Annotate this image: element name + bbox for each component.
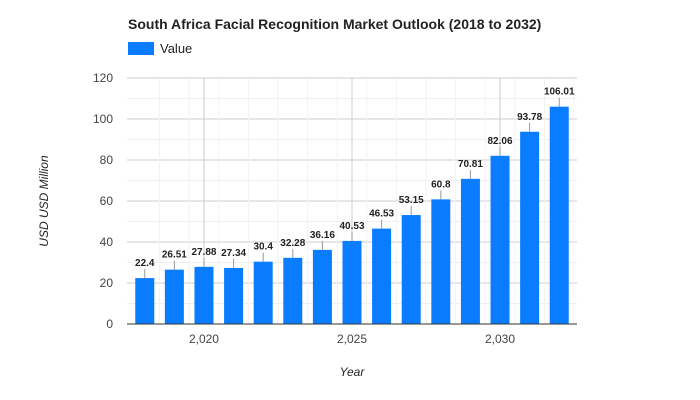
data-label: 106.01 [544, 87, 575, 98]
y-tick-label: 80 [100, 153, 114, 167]
bar [224, 267, 244, 324]
bar [253, 261, 273, 324]
data-label: 30.4 [253, 242, 273, 253]
data-label: 60.8 [431, 179, 451, 190]
bar [460, 178, 480, 324]
legend-label-value: Value [160, 41, 193, 56]
data-label: 32.28 [280, 238, 305, 249]
y-tick-label: 120 [93, 71, 113, 85]
y-tick-label: 60 [100, 194, 114, 208]
data-label: 93.78 [517, 112, 542, 123]
y-axis-title: USD USD Million [37, 155, 51, 247]
data-label: 53.15 [399, 195, 424, 206]
bar [431, 199, 451, 324]
bar [194, 266, 214, 324]
bar [283, 257, 303, 324]
bar [312, 249, 332, 324]
bar [135, 278, 155, 324]
x-tick-label: 2,020 [189, 332, 219, 346]
bar [401, 215, 421, 324]
data-label: 22.4 [135, 258, 155, 269]
chart-title: South Africa Facial Recognition Market O… [128, 16, 542, 32]
bar [164, 269, 184, 324]
data-label: 26.51 [162, 250, 187, 261]
y-tick-label: 20 [100, 276, 114, 290]
data-label: 36.16 [310, 230, 335, 241]
data-label: 27.34 [221, 248, 246, 259]
data-label: 82.06 [488, 136, 513, 147]
y-tick-label: 40 [100, 235, 114, 249]
legend: Value [128, 41, 192, 56]
y-tick-label: 100 [93, 112, 113, 126]
x-tick-label: 2,025 [337, 332, 367, 346]
bar [520, 131, 540, 324]
bar [549, 106, 569, 324]
x-axis-title: Year [340, 365, 366, 379]
data-label: 46.53 [369, 209, 394, 220]
bar [342, 240, 362, 324]
data-label: 70.81 [458, 159, 483, 170]
bar [372, 228, 392, 324]
y-tick-label: 0 [106, 317, 113, 331]
data-label: 27.88 [191, 247, 216, 258]
data-label: 40.53 [339, 221, 364, 232]
x-tick-label: 2,030 [485, 332, 515, 346]
legend-swatch [128, 42, 154, 55]
bar [490, 155, 510, 324]
